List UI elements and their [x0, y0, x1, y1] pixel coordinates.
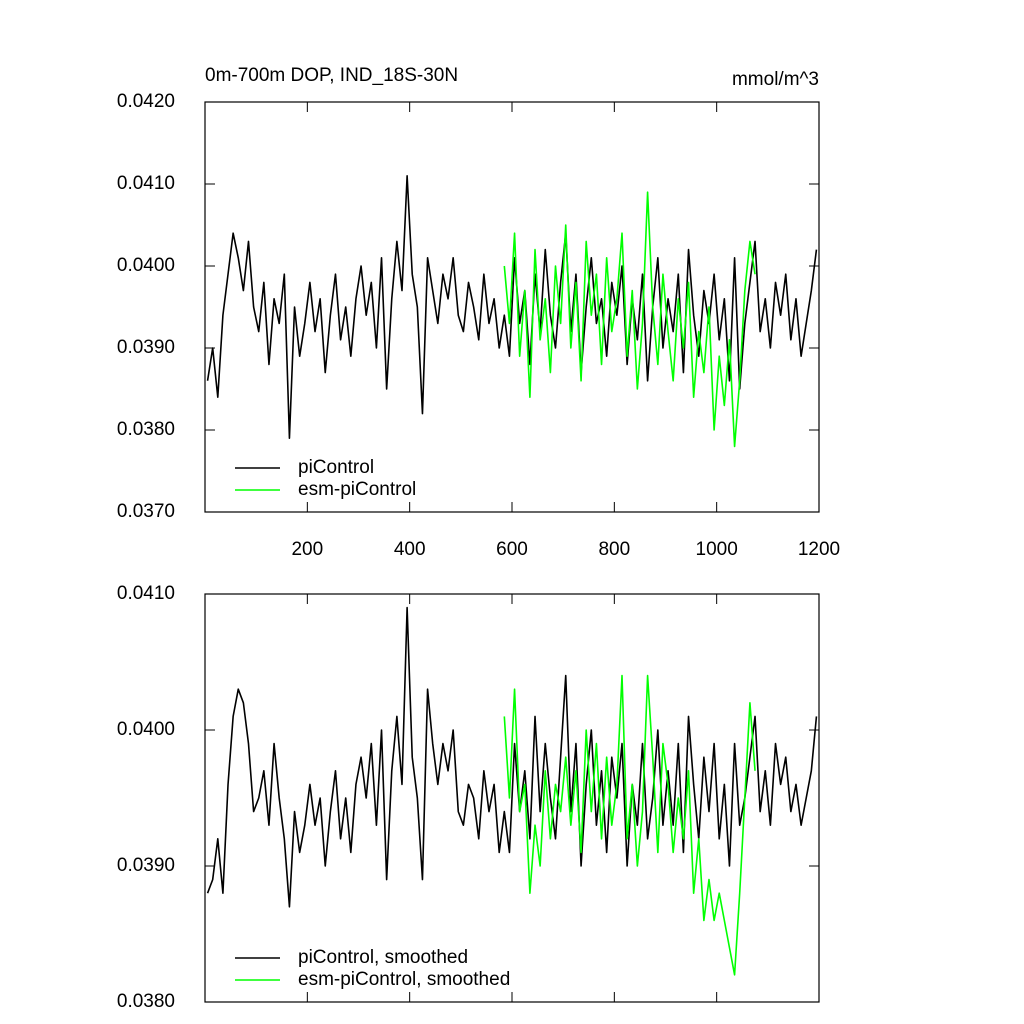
y-tick-label: 0.0400 — [117, 719, 175, 740]
series-line — [206, 606, 818, 908]
x-tick-label: 1000 — [696, 539, 738, 560]
y-tick-label: 0.0400 — [117, 255, 175, 276]
x-tick-label: 200 — [291, 539, 323, 560]
y-tick-label: 0.0410 — [117, 173, 175, 194]
y-tick-label: 0.0390 — [117, 855, 175, 876]
x-tick-label: 600 — [496, 539, 528, 560]
units-label: mmol/m^3 — [732, 69, 819, 90]
x-tick-label: 1200 — [798, 539, 840, 560]
legend-label: esm-piControl, smoothed — [298, 969, 510, 990]
x-tick-label: 400 — [394, 539, 426, 560]
chart-title: 0m-700m DOP, IND_18S-30N — [205, 65, 458, 86]
legend-label: piControl, smoothed — [298, 947, 468, 968]
y-tick-label: 0.0410 — [117, 583, 175, 604]
y-tick-label: 0.0390 — [117, 337, 175, 358]
y-tick-label: 0.0370 — [117, 501, 175, 522]
legend-label: esm-piControl — [298, 479, 416, 500]
y-tick-label: 0.0420 — [117, 91, 175, 112]
y-tick-label: 0.0380 — [117, 991, 175, 1012]
legend-label: piControl — [298, 457, 374, 478]
y-tick-label: 0.0380 — [117, 419, 175, 440]
series-line — [206, 175, 818, 439]
series-line — [503, 674, 756, 976]
series-line — [503, 191, 756, 448]
x-tick-label: 800 — [598, 539, 630, 560]
